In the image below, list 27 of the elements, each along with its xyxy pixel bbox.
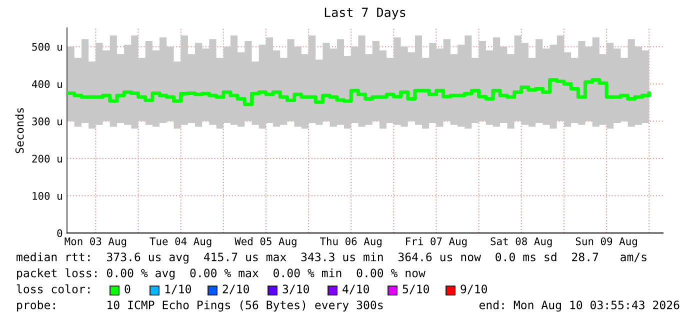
text: probe: 10 ICMP Echo Pings (56 Bytes) every 300s	[17, 300, 383, 312]
x-tick-label: Fri 07 Aug	[406, 237, 467, 248]
x-tick-label: Wed 05 Aug	[234, 237, 296, 248]
text: 0	[124, 284, 130, 294]
y-tick-label: 400 u	[32, 80, 62, 88]
x-tick-label: Sun 09 Aug	[576, 237, 637, 248]
y-tick-label: 100 u	[32, 192, 62, 200]
y-tick-label: 300 u	[32, 117, 62, 126]
text: 5/10	[402, 284, 430, 294]
chart-title: Last 7 Days	[324, 8, 406, 20]
text: 3/10	[282, 284, 310, 294]
text: end: Mon Aug 10 03:55:43 2026	[479, 300, 680, 312]
x-tick-label: Sat 08 Aug	[490, 237, 552, 248]
text: loss color:	[16, 284, 90, 294]
text: 2/10	[222, 284, 250, 294]
text: 4/10	[342, 284, 370, 294]
text: median rtt: 373.6 us avg 415.7 us max 343.3 us min 364.6 us now 0.0 ms sd 28.7 am/s	[16, 252, 646, 264]
text: packet loss: 0.00 % avg 0.00 % max 0.00 % min 0.00 % now	[17, 268, 426, 280]
x-tick-label: Thu 06 Aug	[320, 237, 382, 248]
y-tick-label: 200 u	[32, 154, 62, 163]
y-tick-label: 0	[57, 229, 62, 238]
x-tick-label: Tue 04 Aug	[150, 237, 212, 248]
text: 1/10	[165, 284, 192, 294]
y-tick-label: 500 u	[32, 42, 62, 51]
text: 9/10	[460, 284, 488, 294]
x-tick-label: Mon 03 Aug	[64, 237, 126, 248]
y-axis-title: Seconds	[15, 108, 24, 154]
